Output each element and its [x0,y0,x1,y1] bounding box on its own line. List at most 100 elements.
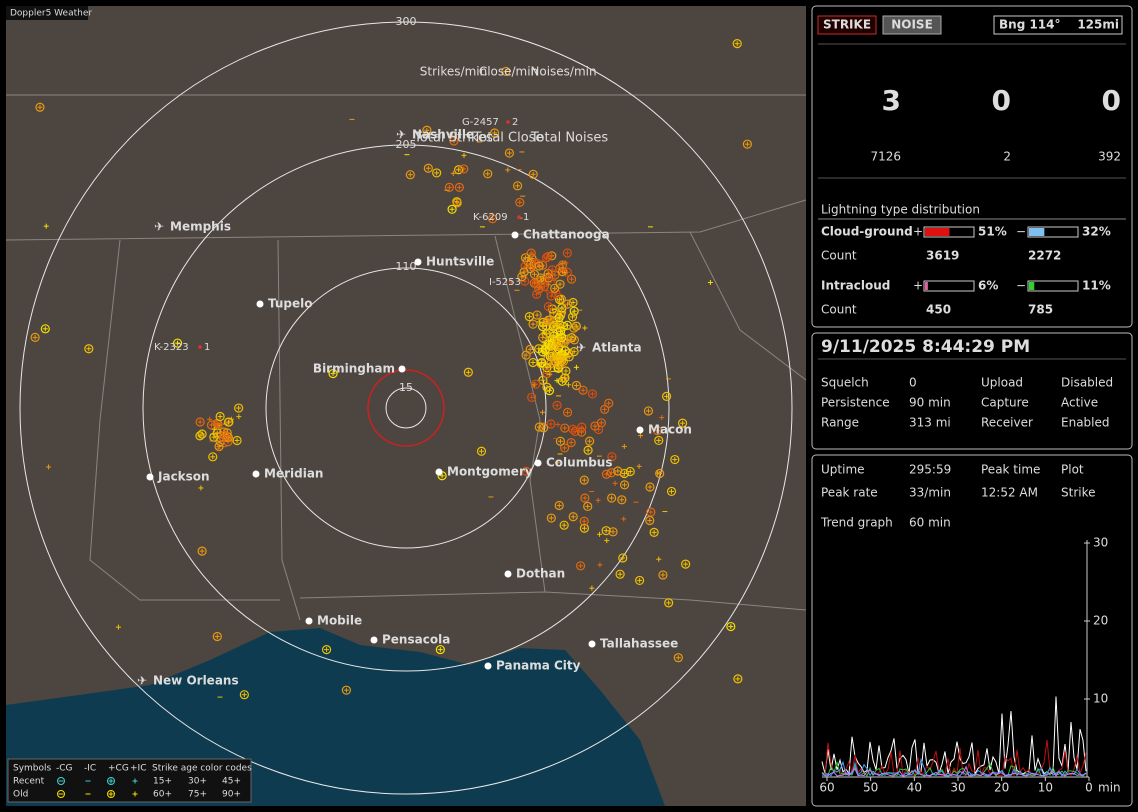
status-cell: 313 mi [909,416,951,430]
strike-circle [542,368,552,379]
strike-marker [565,382,571,388]
strike-circle [547,265,557,275]
strike-marker [563,407,573,418]
strike-circle [583,501,593,512]
strike-marker [540,345,550,355]
strike-circle [732,39,742,49]
strike-circle [555,436,566,446]
strike-marker [608,527,618,537]
storm-dot [198,345,202,349]
legend-age: 30+ [188,777,207,787]
range-label: 15 [399,381,413,394]
status-cell: Receiver [981,416,1033,430]
strike-marker [557,260,568,270]
strike-marker [545,328,555,338]
strike-marker [35,102,45,112]
app-title: Doppler5 Weather [10,9,92,19]
range-ring [265,267,547,549]
strike-marker [30,332,40,343]
strike-marker [40,324,50,334]
strike-circle [521,350,531,360]
strike-marker [618,553,628,563]
city-label: Memphis [170,220,231,234]
strike-marker [463,367,473,377]
strike-circle [563,407,573,418]
status-cell: Range [821,416,859,430]
strike-circle [546,358,556,369]
storm-tag: K-6209 [473,212,508,223]
stat-cell: Plot [1061,463,1084,477]
legend-age: 15+ [153,777,172,787]
strike-circle [552,400,562,410]
strike-circle [562,299,573,309]
strike-marker [579,475,589,485]
strike-circle [608,527,618,537]
strike-marker [546,419,556,429]
strike-circle [541,253,552,263]
strike-marker [555,320,565,330]
strike-circle [537,357,547,368]
strike-circle [540,345,550,355]
legend-col: -CG [56,764,73,774]
strike-circle [520,276,530,286]
strike-marker [197,429,207,439]
strike-marker [519,267,529,277]
strike-marker [505,167,511,173]
type-name: Intracloud [821,279,890,293]
x-tick-label: 10 [1038,781,1053,795]
strike-circle [579,523,590,533]
strike-marker [528,357,538,368]
strike-circle [35,102,45,112]
strike-circle [531,379,541,389]
strike-marker [538,375,548,385]
airport-icon: ✈ [154,220,164,234]
range-label: 300 [396,15,417,28]
strike-marker [447,204,457,214]
strike-marker [321,644,332,655]
legend-age-title: Strike age color codes [152,764,252,774]
city-dot [398,365,406,373]
strike-circle [538,375,548,385]
strike-circle [539,423,549,433]
strike-marker [566,274,577,284]
close-ring [367,369,445,447]
strike-circle [546,513,556,523]
strike-marker [214,441,224,452]
stat-cell: Peak rate [821,486,878,500]
count-label: Count [821,303,857,317]
strike-marker [560,423,570,433]
city-label: Nashville [412,128,474,142]
strike-marker [597,562,603,568]
strike-marker [655,468,665,479]
dist-pct: 6% [978,279,998,293]
strike-marker [450,170,456,176]
strike-circle [501,66,511,77]
strike-circle [664,598,674,608]
city-dot [305,617,313,625]
strike-marker [643,406,654,416]
x-tick-label: 20 [994,781,1009,795]
strike-marker [236,414,242,420]
strike-marker [547,265,557,275]
strike-circle [519,267,529,277]
strike-circle [30,332,40,343]
city-label: Birmingham [313,362,395,376]
strike-circle [587,389,597,399]
status-cell: 90 min [909,396,951,410]
rate-value: 0 [992,84,1011,117]
strike-circle [224,417,234,427]
rate-label: Close/min [479,65,538,79]
strike-marker [207,416,213,422]
strike-circle [568,297,578,308]
strike-circle [209,432,219,442]
stat-cell: 60 min [909,516,951,530]
strike-circle [483,169,493,179]
strike-marker [84,344,94,354]
strike-marker [619,480,630,490]
strike-circle [549,320,559,331]
strike-marker [567,312,578,322]
strike-marker [656,556,662,562]
strike-marker [224,417,234,427]
strike-circle [560,423,570,433]
city-dot [256,300,264,308]
